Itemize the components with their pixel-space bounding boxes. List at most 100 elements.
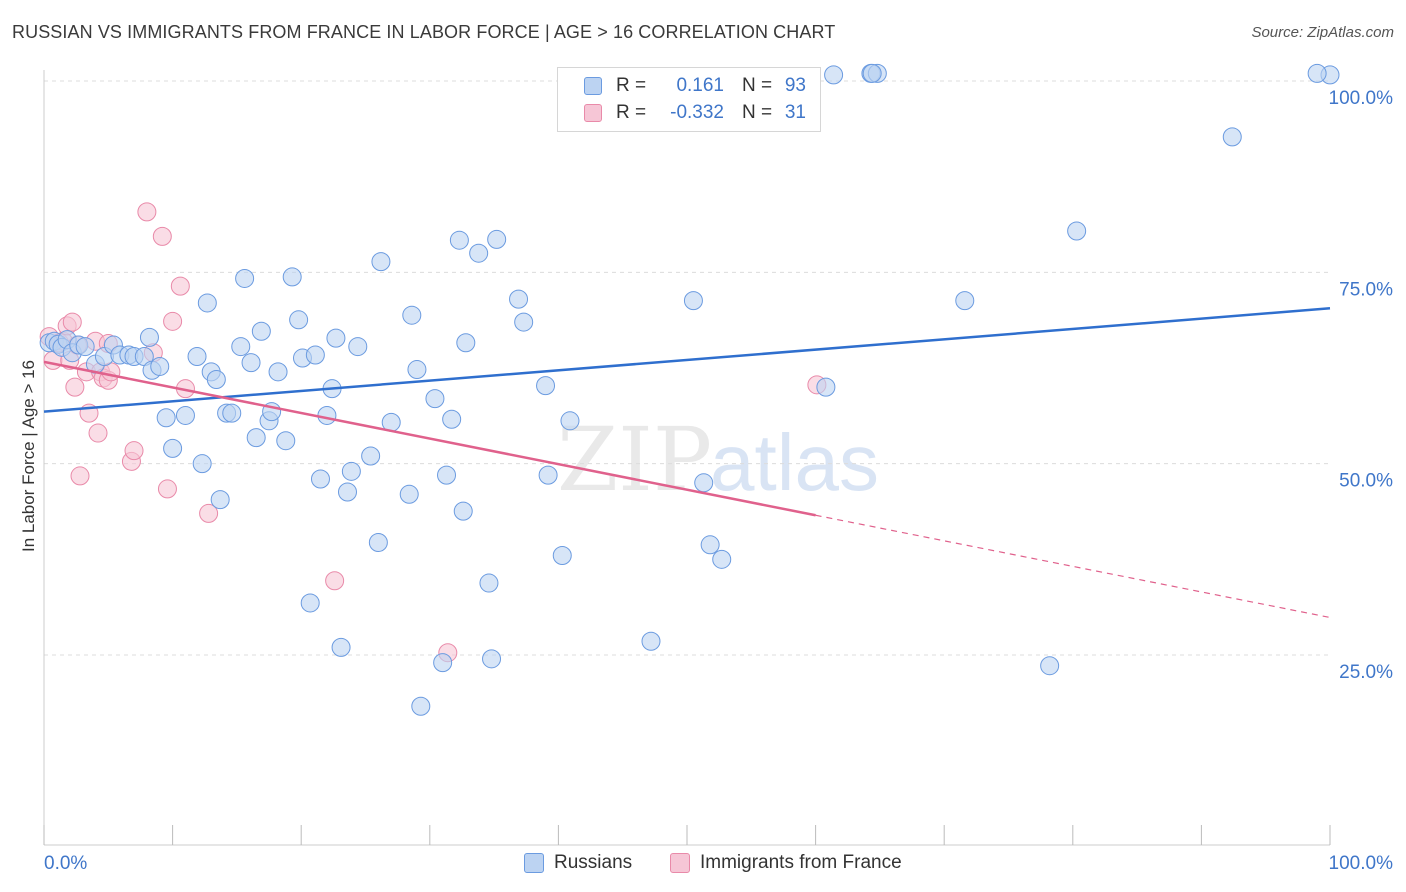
data-point-russians <box>433 653 453 673</box>
correlation-legend: R = 0.161 N = 93 R = -0.332 N = 31 <box>557 67 821 132</box>
data-point-russians <box>317 405 337 425</box>
data-point-russians <box>268 362 288 382</box>
data-point-russians <box>862 63 882 83</box>
legend-swatch-immigrants <box>670 853 690 873</box>
series-russians <box>39 63 1340 716</box>
data-point-russians <box>560 411 580 431</box>
y-tick-label: 25.0% <box>1339 662 1393 683</box>
legend-row-russians: R = 0.161 N = 93 <box>584 73 806 99</box>
data-point-russians <box>411 696 431 716</box>
data-point-russians <box>683 291 703 311</box>
data-point-immigrants-from-france <box>65 377 85 397</box>
data-point-russians <box>210 490 230 510</box>
data-point-russians <box>407 360 427 380</box>
data-point-russians <box>641 631 661 651</box>
data-point-russians <box>187 347 207 367</box>
data-point-russians <box>163 438 183 458</box>
data-point-russians <box>156 408 176 428</box>
data-point-russians <box>241 353 261 373</box>
legend-label-immigrants-from-france: Immigrants from France <box>700 852 902 873</box>
data-point-russians <box>276 431 296 451</box>
data-point-russians <box>479 573 499 593</box>
data-point-immigrants-from-france <box>70 466 90 486</box>
watermark-atlas: atlas <box>710 418 879 507</box>
data-point-russians <box>552 546 572 566</box>
trend-line-immigrants-from-france-extension <box>815 514 1331 619</box>
data-point-russians <box>337 482 357 502</box>
trend-line-russians <box>43 307 1331 413</box>
data-point-immigrants-from-france <box>62 312 82 332</box>
legend-n-value: 31 <box>784 102 806 123</box>
legend-n-value: 93 <box>784 75 806 96</box>
data-point-russians <box>700 535 720 555</box>
data-point-russians <box>402 305 422 325</box>
legend-item-russians[interactable]: Russians <box>524 852 632 874</box>
legend-n-label: N = <box>742 75 773 96</box>
data-point-russians <box>231 337 251 357</box>
data-point-russians <box>310 469 330 489</box>
data-point-russians <box>538 465 558 485</box>
data-point-russians <box>816 377 836 397</box>
data-point-russians <box>175 405 195 425</box>
data-point-russians <box>289 310 309 330</box>
legend-item-immigrants-from-france[interactable]: Immigrants from France <box>670 852 902 874</box>
legend-r-value: -0.332 <box>670 102 724 123</box>
y-axis-title: In Labor Force | Age > 16 <box>19 360 38 552</box>
x-tick-label-min: 0.0% <box>44 853 87 874</box>
watermark-zip: ZIP <box>557 408 712 511</box>
trend-lines <box>43 307 1331 619</box>
data-point-russians <box>246 428 266 448</box>
axis-labels: 25.0% 50.0% 75.0% 100.0% 0.0% 100.0% In Labor … <box>19 88 1393 874</box>
data-point-russians <box>514 312 534 332</box>
legend-r-label: R = <box>616 75 647 96</box>
trend-line-immigrants-from-france <box>43 360 816 517</box>
chart-title: RUSSIAN VS IMMIGRANTS FROM FRANCE IN LAB… <box>12 22 836 42</box>
data-point-immigrants-from-france <box>325 571 345 591</box>
chart-source: Source: ZipAtlas.com <box>1251 24 1394 41</box>
legend-swatch-russians <box>524 853 544 873</box>
y-tick-label: 50.0% <box>1339 471 1393 492</box>
data-point-russians <box>139 327 159 347</box>
data-point-immigrants-from-france <box>157 479 177 499</box>
data-point-russians <box>1067 221 1087 241</box>
data-point-russians <box>442 409 462 429</box>
axes <box>43 70 1331 846</box>
data-point-russians <box>326 328 346 348</box>
data-point-russians <box>282 267 302 287</box>
legend-row-immigrants: R = -0.332 N = 31 <box>584 100 806 126</box>
legend-label-russians: Russians <box>554 852 633 873</box>
data-point-russians <box>487 229 507 249</box>
data-point-russians <box>482 649 502 669</box>
data-point-russians <box>449 230 469 250</box>
data-point-russians <box>1307 63 1327 83</box>
data-point-russians <box>331 637 351 657</box>
data-point-russians <box>536 376 556 396</box>
data-point-russians <box>425 389 445 409</box>
data-point-russians <box>192 454 212 474</box>
data-point-immigrants-from-france <box>170 276 190 296</box>
data-point-russians <box>712 549 732 569</box>
data-point-russians <box>206 369 226 389</box>
data-point-russians <box>453 501 473 521</box>
data-point-russians <box>399 484 419 504</box>
y-tick-label: 75.0% <box>1339 279 1393 300</box>
watermark: ZIP atlas <box>557 408 879 511</box>
y-tick-label: 100.0% <box>1329 88 1394 109</box>
gridlines <box>44 80 1330 656</box>
data-point-immigrants-from-france <box>163 311 183 331</box>
data-point-russians <box>1040 656 1060 676</box>
data-point-russians <box>75 337 95 357</box>
data-point-russians <box>341 461 361 481</box>
data-point-russians <box>305 345 325 365</box>
data-point-russians <box>437 465 457 485</box>
data-point-immigrants-from-france <box>88 423 108 443</box>
data-point-immigrants-from-france <box>152 226 172 246</box>
data-point-russians <box>197 293 217 313</box>
data-point-russians <box>824 65 844 85</box>
legend-r-label: R = <box>616 102 647 123</box>
data-point-russians <box>469 243 489 263</box>
data-point-immigrants-from-france <box>137 202 157 222</box>
data-point-russians <box>300 593 320 613</box>
data-point-russians <box>955 291 975 311</box>
